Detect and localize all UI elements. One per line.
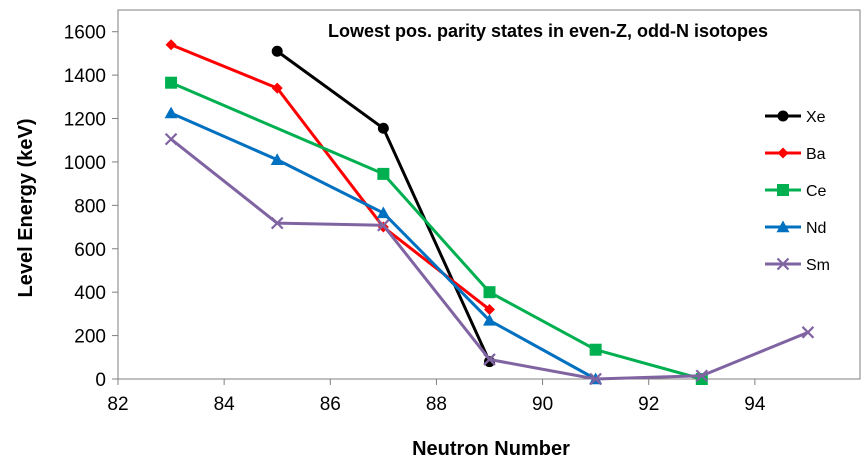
series-layer (164, 39, 815, 386)
y-tick-label: 0 (95, 370, 106, 391)
data-point-sm (483, 353, 496, 366)
axis-ticks: 0 200 400 600 800 1000 1200 1400 1600 82 84 86 88 90 9… (64, 23, 766, 415)
y-tick-label: 1600 (64, 23, 106, 44)
data-point-ce (483, 286, 496, 299)
legend-label: Xe (806, 109, 826, 126)
series-ce (165, 76, 708, 385)
legend-marker (776, 257, 790, 271)
y-tick-label: 1000 (64, 153, 106, 174)
data-point-xe (271, 45, 283, 57)
x-tick-label: 94 (744, 394, 766, 415)
legend-marker (777, 110, 789, 122)
x-tick-label: 92 (638, 394, 659, 415)
legend-item-nd: Nd (765, 220, 826, 237)
x-axis-label: Neutron Number (412, 438, 570, 459)
chart-title: Lowest pos. parity states in even-Z, odd… (328, 21, 768, 41)
y-tick-label: 400 (74, 283, 106, 304)
data-point-ce (589, 343, 602, 356)
x-tick-label: 82 (107, 394, 128, 415)
y-tick-label: 600 (74, 240, 106, 261)
legend-label: Ce (806, 183, 827, 200)
x-tick-label: 86 (320, 394, 341, 415)
legend-marker (777, 147, 789, 159)
data-point-sm (801, 326, 815, 339)
x-tick-label: 84 (214, 394, 236, 415)
data-point-sm (589, 372, 602, 386)
legend-label: Nd (806, 220, 826, 237)
data-point-ce (165, 76, 178, 89)
data-point-ba (271, 82, 283, 94)
series-sm (164, 132, 815, 386)
legend-item-ba: Ba (765, 146, 826, 163)
data-point-ba (165, 39, 177, 51)
data-point-xe (377, 122, 389, 134)
data-point-nd (164, 106, 178, 119)
y-tick-label: 200 (74, 327, 106, 348)
x-tick-label: 88 (426, 394, 447, 415)
legend-item-ce: Ce (765, 183, 827, 200)
data-point-nd (376, 206, 390, 219)
data-point-sm (377, 219, 390, 232)
legend: Xe Ba Ce Nd Sm (765, 109, 830, 274)
x-tick-label: 90 (532, 394, 553, 415)
y-tick-label: 1400 (64, 66, 106, 87)
legend-item-sm: Sm (765, 257, 830, 274)
data-point-nd (483, 313, 496, 326)
legend-item-xe: Xe (765, 109, 826, 126)
data-point-sm (270, 216, 284, 230)
y-tick-label: 1200 (64, 110, 106, 131)
data-point-ba (484, 304, 495, 316)
y-tick-label: 800 (74, 196, 106, 217)
legend-marker (776, 220, 790, 233)
plot-area (117, 9, 861, 380)
data-point-sm (164, 132, 178, 146)
legend-label: Ba (806, 146, 826, 163)
legend-label: Sm (806, 257, 830, 274)
data-point-nd (270, 153, 284, 165)
legend-marker (777, 184, 789, 196)
y-axis-label: Level Energy (keV) (15, 119, 37, 298)
data-point-ce (377, 167, 390, 180)
data-point-sm (695, 369, 709, 383)
